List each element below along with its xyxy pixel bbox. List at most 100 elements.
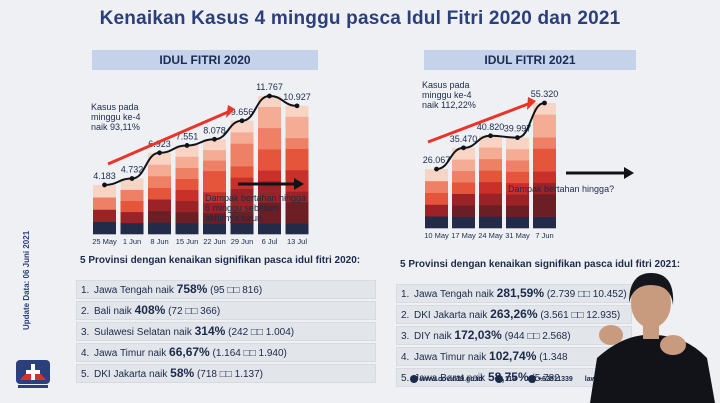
list-item: 1. Jawa Tengah naik 281,59% (2.739 □□ 10.… [396, 284, 632, 303]
bar-segment [93, 197, 116, 210]
tick-label: 25 May [92, 237, 117, 246]
list-item: 2. Bali naik 408% (72 □□ 366) [76, 301, 376, 320]
bar-segment [148, 199, 171, 212]
tick-label: 24 May [478, 231, 503, 240]
data-point [102, 182, 107, 188]
bar-segment [533, 148, 556, 161]
item-percent: 314% [194, 324, 226, 338]
tick-label: 6 Jul [262, 237, 278, 246]
footer-hotline[interactable]: 119 [494, 375, 516, 383]
bar [93, 184, 116, 235]
bar-segment [425, 180, 448, 193]
impact-note-text: Dampak bertahan hingga 6 minggu sebelum ak… [205, 193, 306, 223]
bar-segment [230, 166, 254, 178]
sign-language-interpreter [590, 273, 715, 403]
value-label: 11.767 [256, 82, 283, 92]
bar [175, 145, 199, 235]
globe-icon [410, 375, 418, 383]
item-detail: (5.782 [531, 373, 560, 384]
bar-segment [506, 137, 529, 150]
item-number: 1. [81, 285, 90, 296]
bar-segment [120, 222, 144, 235]
trend-arrow-head [226, 105, 235, 118]
bar-segment [479, 193, 502, 206]
bar-segment [533, 137, 556, 149]
province-list-2021: 1. Jawa Tengah naik 281,59% (2.739 □□ 10.… [396, 284, 632, 389]
bar-segment [203, 160, 226, 172]
bar-segment [533, 114, 556, 127]
bar-segment [533, 171, 556, 183]
bar-segment [452, 216, 475, 229]
bar-segment [258, 138, 281, 150]
bar-segment [452, 147, 475, 160]
item-percent: 102,74% [489, 349, 537, 363]
bar-segment [452, 170, 475, 183]
bar-segment [120, 178, 144, 190]
bar-segment [533, 159, 556, 172]
bar-segment [258, 117, 281, 129]
list-item: 3. DIY naik 172,03% (944 □□ 2.568) [396, 326, 632, 345]
footer-phone[interactable]: +62811339 [527, 375, 573, 383]
item-number: 2. [401, 310, 410, 321]
tick-label: 1 Jun [123, 237, 141, 246]
bar-segment [285, 201, 309, 213]
bar-segment [258, 180, 281, 192]
bar-segment [506, 148, 529, 161]
item-number: 3. [401, 331, 410, 342]
bar-segment [230, 143, 254, 156]
bar-segment [452, 159, 475, 172]
bar-segment [93, 184, 116, 198]
bar-segment [285, 148, 309, 160]
value-label: 55.320 [531, 89, 559, 99]
bar-segment [452, 193, 475, 206]
item-detail: (3.561 □□ 12.935) [540, 310, 621, 321]
bar-segment [258, 170, 281, 182]
bar [479, 135, 502, 229]
bar-segment [120, 189, 144, 202]
bar-segment [148, 187, 171, 200]
bar-segment [148, 164, 171, 177]
bar-segment [258, 106, 281, 118]
bar-segment [506, 160, 529, 172]
bar-segment [258, 149, 281, 160]
bar-segment [230, 200, 254, 212]
item-number: 5. [401, 373, 410, 384]
bar-segment [285, 137, 309, 149]
bar-segment [285, 105, 309, 117]
bar-segment [230, 222, 254, 235]
item-detail: (944 □□ 2.568) [504, 331, 571, 342]
bar-segment [175, 200, 199, 213]
bar-segment [203, 191, 226, 203]
item-percent: 281,59% [496, 286, 545, 300]
annotation-text: Kasus pada minggu ke-4 naik 112,22% [422, 80, 476, 110]
bar-segment [452, 182, 475, 194]
bar [533, 103, 556, 229]
bar-segment [258, 96, 281, 107]
bar-segment [479, 158, 502, 171]
trend-arrow [427, 102, 529, 144]
impact-arrow-head [294, 178, 304, 190]
trend-arrow-head [527, 97, 536, 110]
bar-segment [479, 204, 502, 217]
chart-idul-fitri-2021: 26.067 10 May 35.470 17 May 40.820 24 May 39.9… [422, 80, 634, 240]
bar-segment [203, 181, 226, 193]
whatsapp-icon [527, 375, 536, 383]
data-point [157, 150, 162, 156]
bar-segment [533, 205, 556, 217]
update-date: Update Data: 06 Juni 2021 [22, 230, 31, 330]
bar [120, 178, 144, 235]
bar-segment [479, 135, 502, 148]
tick-label: 15 Jun [176, 237, 199, 246]
data-point [515, 135, 520, 141]
item-detail: (718 □□ 1.137) [196, 369, 263, 380]
bar-segment [148, 210, 171, 223]
bar-segment [203, 223, 226, 235]
bar-segment [506, 194, 529, 206]
bar-segment [230, 154, 254, 167]
item-name: Jawa Timur naik [414, 352, 487, 363]
bar-segment [148, 152, 171, 165]
section-header-2021: IDUL FITRI 2021 [424, 50, 636, 70]
item-detail: (72 □□ 366) [168, 306, 221, 317]
bar-segment [285, 212, 309, 224]
footer-website[interactable]: www.covid19.go.id [410, 375, 483, 383]
